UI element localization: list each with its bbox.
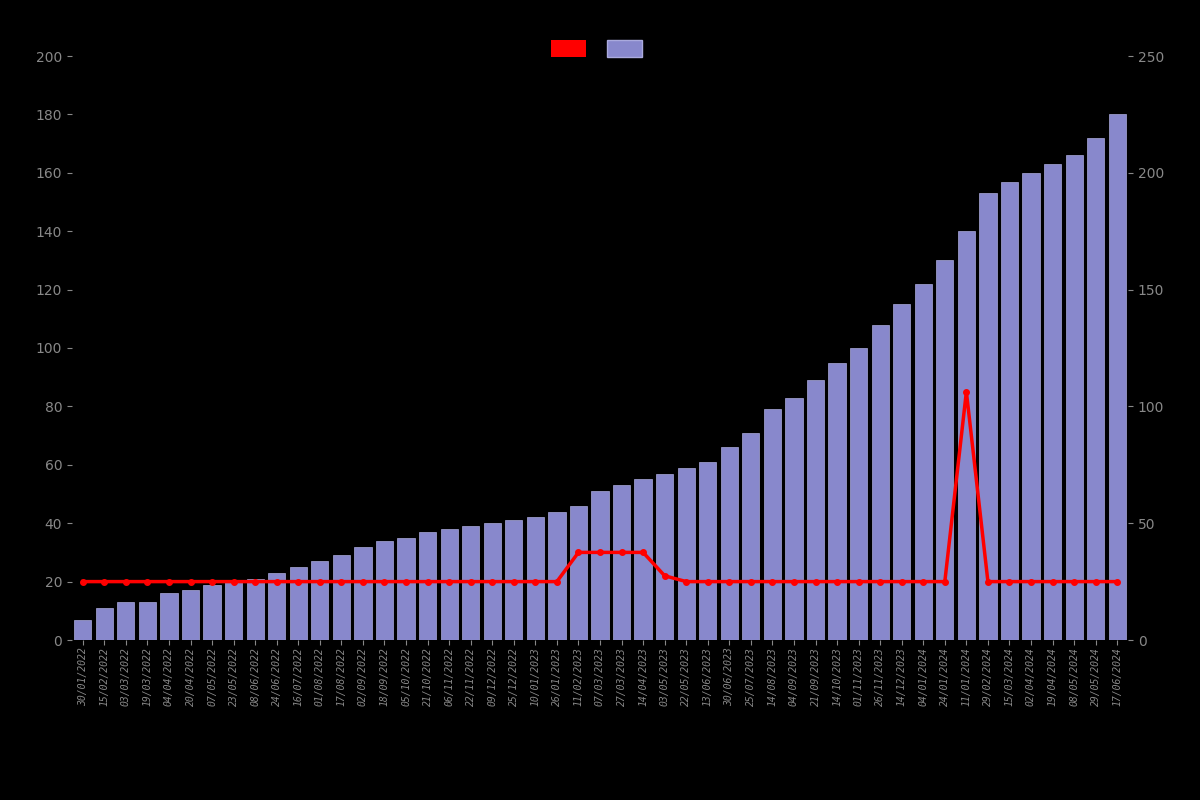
Bar [397, 538, 415, 640]
Bar [332, 555, 350, 640]
Bar [268, 573, 286, 640]
Bar [828, 362, 846, 640]
Bar [914, 284, 932, 640]
Bar [700, 462, 716, 640]
Bar [311, 561, 329, 640]
Bar [656, 474, 673, 640]
Bar [376, 541, 394, 640]
Bar [806, 380, 824, 640]
Bar [936, 261, 954, 640]
Bar [1022, 173, 1039, 640]
Bar [850, 348, 868, 640]
Bar [678, 468, 695, 640]
Bar [1066, 155, 1082, 640]
Bar [484, 523, 500, 640]
Bar [204, 585, 221, 640]
Bar [354, 546, 372, 640]
Bar [785, 398, 803, 640]
Bar [871, 325, 889, 640]
Bar [246, 578, 264, 640]
Bar [592, 491, 608, 640]
Legend: , : , [551, 39, 649, 57]
Bar [1109, 114, 1126, 640]
Bar [527, 518, 544, 640]
Bar [118, 602, 134, 640]
Bar [1087, 138, 1104, 640]
Bar [74, 619, 91, 640]
Bar [505, 520, 522, 640]
Bar [635, 479, 652, 640]
Bar [161, 594, 178, 640]
Bar [548, 511, 565, 640]
Bar [893, 304, 911, 640]
Bar [289, 567, 307, 640]
Bar [613, 486, 630, 640]
Bar [979, 194, 996, 640]
Bar [743, 433, 760, 640]
Bar [440, 529, 457, 640]
Bar [96, 608, 113, 640]
Bar [721, 447, 738, 640]
Bar [419, 532, 437, 640]
Bar [958, 231, 974, 640]
Bar [182, 590, 199, 640]
Bar [226, 582, 242, 640]
Bar [570, 506, 587, 640]
Bar [139, 602, 156, 640]
Bar [763, 410, 781, 640]
Bar [1001, 182, 1018, 640]
Bar [462, 526, 479, 640]
Bar [1044, 164, 1061, 640]
